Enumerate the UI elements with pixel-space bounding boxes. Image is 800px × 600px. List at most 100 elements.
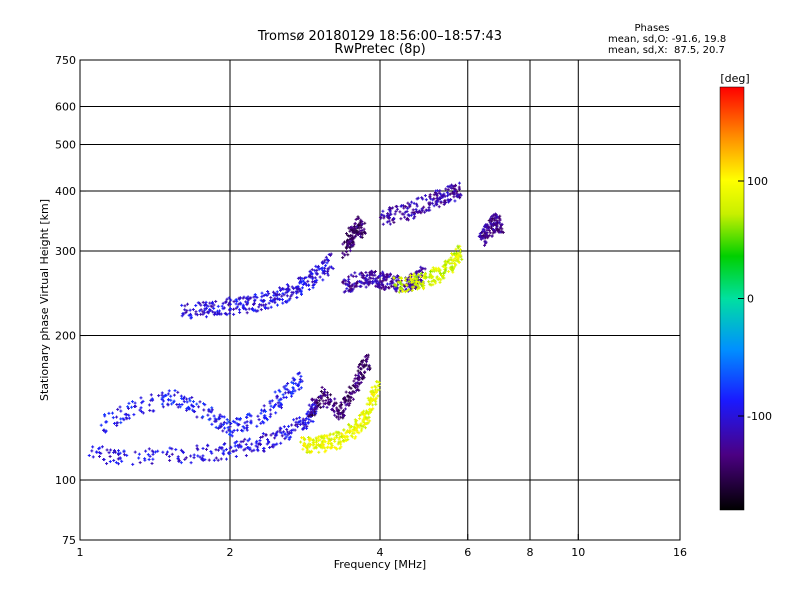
echo-point xyxy=(98,454,102,458)
echo-point xyxy=(256,414,260,418)
echo-point xyxy=(126,405,130,409)
echo-point xyxy=(116,449,120,453)
echo-point xyxy=(133,401,137,405)
y-axis-label: Stationary phase Virtual Height [km] xyxy=(38,199,51,401)
echo-point xyxy=(116,407,120,411)
echo-point xyxy=(298,380,302,384)
echo-point xyxy=(319,443,323,447)
echo-point xyxy=(331,432,335,436)
echo-point xyxy=(350,435,354,439)
echo-point xyxy=(296,372,300,376)
echo-point xyxy=(274,403,278,407)
echo-point xyxy=(87,453,91,457)
echo-point xyxy=(108,454,112,458)
echo-point xyxy=(192,409,196,413)
echo-point xyxy=(365,422,369,426)
echo-point xyxy=(279,441,283,445)
echo-point xyxy=(312,446,316,450)
echo-point xyxy=(198,455,202,459)
echo-point xyxy=(294,420,298,424)
echo-point xyxy=(262,421,266,425)
echo-point xyxy=(103,413,107,417)
x-tick-label: 10 xyxy=(571,546,585,559)
echo-point xyxy=(339,445,343,449)
echo-point xyxy=(223,426,227,430)
echo-point xyxy=(202,402,206,406)
echo-point xyxy=(203,458,207,462)
echo-point xyxy=(239,444,243,448)
echo-point xyxy=(257,418,261,422)
echo-point xyxy=(275,442,279,446)
echo-point xyxy=(220,446,224,450)
echo-point xyxy=(310,403,314,407)
echo-point xyxy=(322,445,326,449)
echo-point xyxy=(353,436,357,440)
echo-point xyxy=(140,410,144,414)
echo-point xyxy=(206,443,210,447)
echo-point xyxy=(298,423,302,427)
echo-point xyxy=(173,389,177,393)
echo-point xyxy=(105,462,109,466)
echo-point xyxy=(290,380,294,384)
echo-point xyxy=(188,399,192,403)
echo-point xyxy=(327,439,331,443)
echo-point xyxy=(118,457,122,461)
echo-point xyxy=(316,439,320,443)
echo-point xyxy=(317,450,321,454)
echo-point xyxy=(267,439,271,443)
echo-point xyxy=(357,431,361,435)
echo-point xyxy=(374,397,378,401)
echo-point xyxy=(127,413,131,417)
echo-point xyxy=(339,435,343,439)
echo-point xyxy=(112,448,116,452)
echo-point xyxy=(275,433,279,437)
echo-point xyxy=(356,423,360,427)
echo-point xyxy=(186,406,190,410)
echo-point xyxy=(342,428,346,432)
echo-point xyxy=(190,395,194,399)
echo-point xyxy=(307,442,311,446)
echo-point xyxy=(116,462,120,466)
echo-point xyxy=(214,456,218,460)
echo-point xyxy=(307,437,311,441)
echo-point xyxy=(197,405,201,409)
echo-point xyxy=(337,437,341,441)
echo-point xyxy=(249,414,253,418)
echo-point xyxy=(131,462,135,466)
phase-stats-heading: Phases xyxy=(634,23,669,34)
echo-point xyxy=(242,448,246,452)
echo-point xyxy=(315,398,319,402)
echo-point xyxy=(179,448,183,452)
echo-point xyxy=(284,384,288,388)
echo-point xyxy=(335,434,339,438)
echo-point xyxy=(280,434,284,438)
echo-point xyxy=(303,421,307,425)
echo-point xyxy=(207,409,211,413)
echo-point xyxy=(256,449,260,453)
echo-point xyxy=(117,453,121,457)
echo-point xyxy=(226,426,230,430)
y-tick-label: 100 xyxy=(55,474,76,487)
echo-point xyxy=(320,444,324,448)
echo-point xyxy=(286,433,290,437)
y-tick-label: 200 xyxy=(55,330,76,343)
echo-point xyxy=(201,454,205,458)
echo-point xyxy=(210,406,214,410)
echo-point xyxy=(240,428,244,432)
echo-point xyxy=(237,445,241,449)
echo-point xyxy=(298,416,302,420)
echo-point xyxy=(183,457,187,461)
echo-point xyxy=(112,450,116,454)
echo-point xyxy=(141,411,145,415)
echo-point xyxy=(107,451,111,455)
echo-point xyxy=(343,434,347,438)
echo-point xyxy=(292,378,296,382)
echo-point xyxy=(147,447,151,451)
echo-point xyxy=(369,396,373,400)
echo-point xyxy=(144,449,148,453)
echo-point xyxy=(222,449,226,453)
echo-point xyxy=(91,445,95,449)
echo-point xyxy=(273,436,277,440)
echo-point xyxy=(205,447,209,451)
echo-point xyxy=(233,420,237,424)
